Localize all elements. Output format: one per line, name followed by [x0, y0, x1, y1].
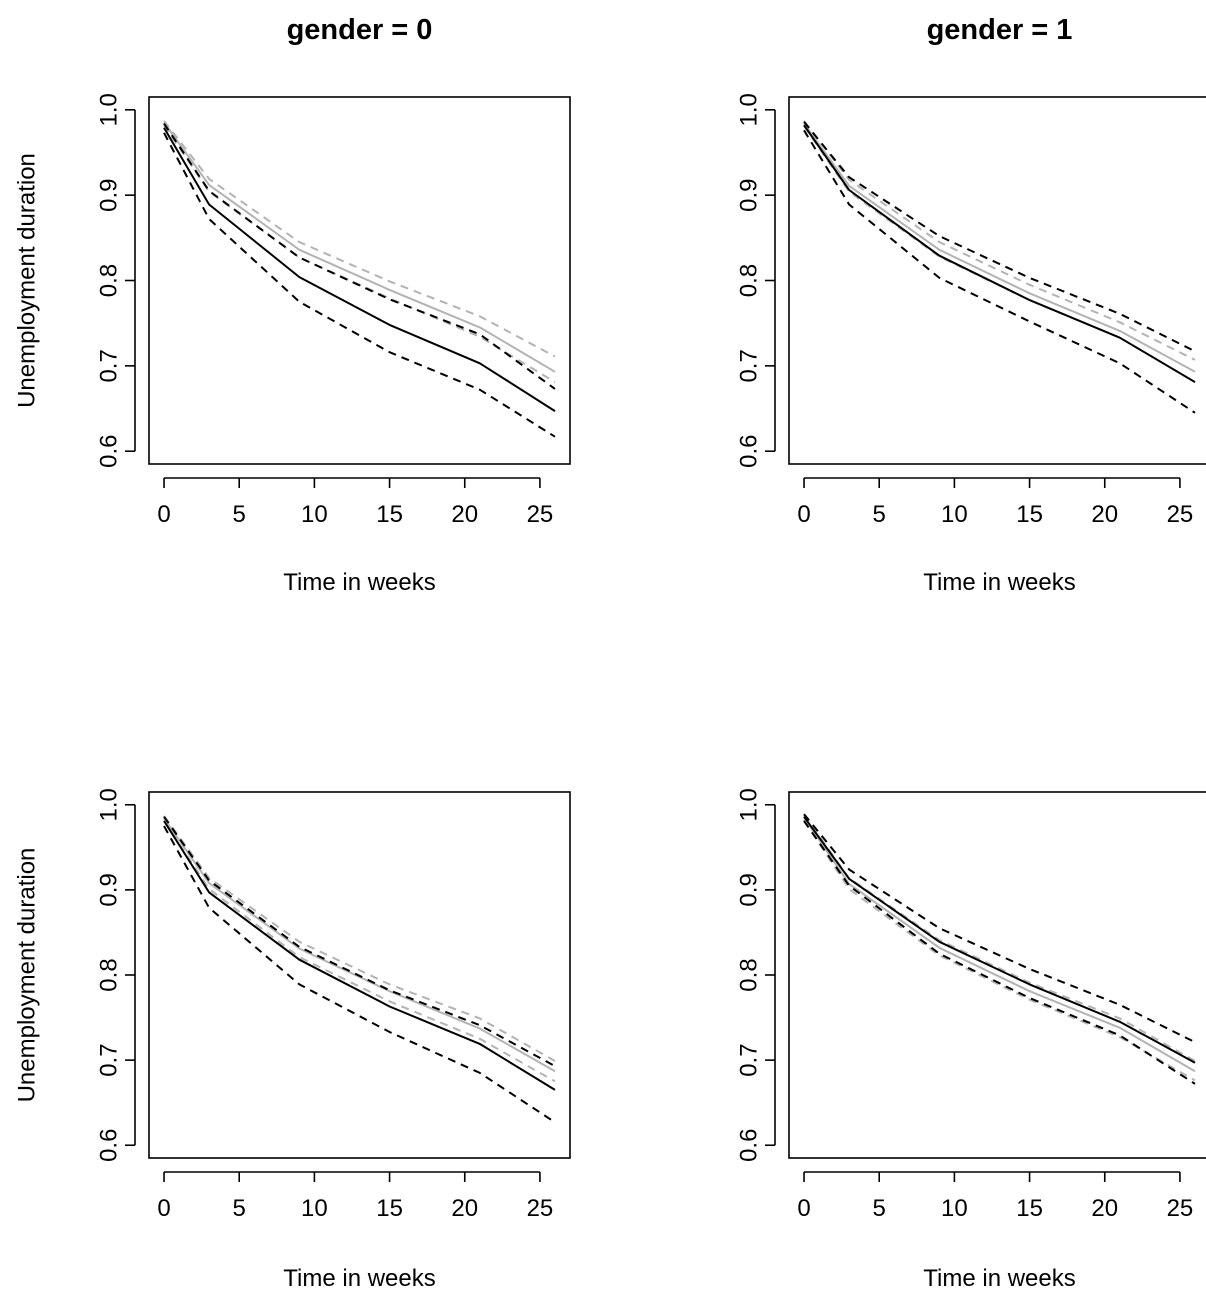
x-tick-label: 25: [527, 1195, 554, 1222]
x-tick-label: 5: [873, 1195, 886, 1222]
series-line-1: [163, 820, 556, 1091]
series-line-6: [163, 120, 556, 358]
series-line-3: [803, 121, 1196, 353]
series-line-5: [163, 124, 556, 383]
chart-panel-1: 0 5 10 15 20 25 0.6 0.7 0.8 0.9 1.0 Time in weeks Un…: [14, 14, 571, 596]
x-tick-label: 5: [873, 501, 886, 528]
y-tick-label: 1.0: [736, 93, 763, 126]
y-tick-label: 0.6: [736, 1129, 763, 1162]
series-line-1: [163, 127, 556, 412]
plot-frame: [788, 96, 1206, 465]
y-tick-label: 0.9: [96, 873, 123, 906]
x-axis-label: Time in weeks: [283, 569, 435, 596]
x-tick-label: 15: [376, 501, 403, 528]
y-tick-label: 0.9: [736, 178, 763, 211]
plot-frame: [788, 791, 1206, 1159]
x-axis-label: Time in weeks: [923, 569, 1075, 596]
series-line-5: [803, 125, 1196, 383]
x-tick-label: 25: [1167, 1195, 1194, 1222]
x-tick-label: 20: [1091, 1195, 1118, 1222]
x-tick-label: 0: [157, 1195, 170, 1222]
y-tick-label: 0.7: [736, 349, 763, 382]
series-line-6: [163, 815, 556, 1062]
chart-panel-2: 0 5 10 15 20 25 0.6 0.7 0.8 0.9 1.0 Time in weeks ge…: [736, 14, 1206, 596]
series-line-5: [163, 820, 556, 1083]
panel-title: gender = 0: [287, 14, 433, 46]
x-tick-label: 10: [941, 501, 968, 528]
series-line-6: [803, 814, 1196, 1062]
x-tick-label: 20: [451, 501, 478, 528]
series-line-4: [163, 817, 556, 1073]
series-line-3: [163, 122, 556, 390]
plot-frame: [148, 791, 571, 1159]
y-tick-label: 1.0: [96, 788, 123, 821]
x-axis-label: Time in weeks: [283, 1265, 435, 1292]
y-tick-label: 1.0: [736, 788, 763, 821]
y-axis-label: Unemployment duration: [14, 153, 41, 408]
x-tick-label: 0: [157, 501, 170, 528]
x-tick-label: 0: [797, 1195, 810, 1222]
series-line-1: [803, 816, 1196, 1064]
x-tick-label: 10: [301, 501, 328, 528]
x-tick-label: 25: [1167, 501, 1194, 528]
x-tick-label: 5: [233, 1195, 246, 1222]
series-line-2: [803, 820, 1196, 1085]
y-tick-label: 0.8: [736, 958, 763, 991]
x-tick-label: 0: [797, 501, 810, 528]
series-line-2: [163, 825, 556, 1124]
chart-panel-4: 0 5 10 15 20 25 0.6 0.7 0.8 0.9 1.0 Time in weeks: [736, 788, 1206, 1292]
x-tick-label: 5: [233, 501, 246, 528]
y-tick-label: 0.6: [96, 1129, 123, 1162]
series-line-6: [803, 120, 1196, 361]
x-tick-label: 15: [1016, 501, 1043, 528]
y-tick-label: 0.8: [96, 958, 123, 991]
y-tick-label: 0.7: [96, 1043, 123, 1076]
series-line-5: [803, 819, 1196, 1082]
y-tick-label: 0.6: [736, 435, 763, 468]
y-tick-label: 0.9: [736, 873, 763, 906]
x-tick-label: 15: [1016, 1195, 1043, 1222]
chart-panel-3: 0 5 10 15 20 25 0.6 0.7 0.8 0.9 1.0 Time in weeks Un…: [14, 788, 571, 1292]
x-tick-label: 15: [376, 1195, 403, 1222]
series-line-4: [163, 122, 556, 373]
series-line-2: [803, 129, 1196, 414]
x-tick-label: 25: [527, 501, 554, 528]
y-tick-label: 0.7: [736, 1043, 763, 1076]
y-tick-label: 0.8: [96, 264, 123, 297]
series-line-3: [803, 813, 1196, 1044]
series-line-2: [163, 132, 556, 438]
y-tick-label: 0.9: [96, 178, 123, 211]
x-tick-label: 10: [301, 1195, 328, 1222]
series-line-3: [163, 816, 556, 1067]
plot-frame: [148, 96, 571, 465]
panel-title: gender = 1: [927, 14, 1073, 46]
y-tick-label: 0.7: [96, 349, 123, 382]
y-tick-label: 1.0: [96, 93, 123, 126]
y-tick-label: 0.6: [96, 435, 123, 468]
x-axis-label: Time in weeks: [923, 1265, 1075, 1292]
y-tick-label: 0.8: [736, 264, 763, 297]
series-line-4: [803, 122, 1196, 373]
series-line-4: [803, 816, 1196, 1073]
x-tick-label: 20: [451, 1195, 478, 1222]
x-tick-label: 10: [941, 1195, 968, 1222]
series-line-1: [803, 124, 1196, 383]
y-axis-label: Unemployment duration: [14, 848, 41, 1103]
x-tick-label: 20: [1091, 501, 1118, 528]
